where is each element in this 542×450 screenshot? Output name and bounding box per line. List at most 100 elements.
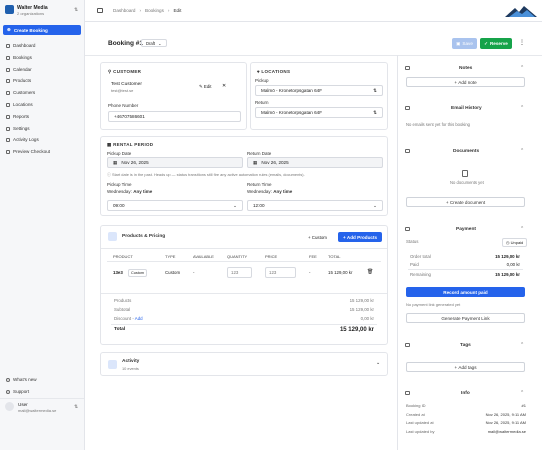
plus: + — [308, 235, 312, 240]
pencil-icon: ✎ — [199, 84, 204, 89]
info-value: Nov 26, 2025, 9:11 AM — [485, 411, 526, 417]
org-switch[interactable]: ⇅ — [74, 7, 79, 13]
sep: - — [132, 316, 134, 321]
price-input[interactable]: 123 — [265, 267, 296, 278]
chevron[interactable]: ⌃ — [520, 65, 525, 71]
nav-item[interactable]: Products — [13, 78, 32, 84]
brand-logo — [505, 6, 537, 17]
side-panel — [397, 55, 542, 450]
info-value: #1 — [521, 403, 526, 408]
return-date-label: Return Date — [247, 151, 272, 156]
payment-status-badge: ◷ Unpaid — [502, 238, 528, 247]
pickup-select[interactable]: Malmö - Kronetorpsgatan 64F ⇅ — [255, 85, 383, 96]
chevron[interactable]: ⌃ — [520, 148, 525, 154]
remaining-label: Remaining — [410, 272, 431, 277]
pickup-time-hint: Wednesday: Any time — [107, 189, 152, 194]
nav-item[interactable]: Locations — [13, 102, 33, 107]
chevron[interactable]: ⌃ — [520, 226, 525, 232]
org-name: Walter Media — [17, 5, 48, 11]
fee-cell: - — [309, 270, 311, 275]
user-menu[interactable]: ⇅ — [74, 404, 79, 410]
more-menu[interactable]: ⋮ — [519, 40, 525, 46]
nav-item[interactable]: Calendar — [13, 66, 32, 72]
nav-item[interactable]: Customers — [13, 90, 36, 96]
create-booking-button[interactable]: ⊕ Create Booking — [3, 25, 81, 35]
section-icon — [405, 343, 410, 347]
nav-item[interactable]: Reports — [13, 113, 30, 119]
note-text: Start date is in the past. Heads up — st… — [111, 172, 305, 177]
breadcrumb-item[interactable]: Dashboard — [113, 8, 136, 13]
record-paid-button[interactable]: Record amount paid — [406, 287, 525, 297]
chevron[interactable]: ⌃ — [520, 342, 525, 348]
label: Discount — [114, 316, 132, 321]
status-badge[interactable]: Draft ⌄ — [141, 39, 167, 47]
nav-item[interactable]: What's new — [13, 377, 37, 382]
nav-item[interactable]: Preview Checkout — [13, 149, 51, 155]
edit-customer[interactable]: ✎ Edit — [199, 84, 211, 90]
activity-card[interactable]: Activity 10 events ⌄ — [100, 352, 388, 376]
quantity-input[interactable]: 123 — [227, 267, 252, 278]
reserve-button[interactable]: ✓ Reserve — [480, 38, 512, 49]
payment-heading: Payment — [456, 227, 476, 232]
user-name: User — [18, 402, 28, 407]
column-header: FEE — [309, 254, 317, 259]
save-button[interactable]: ▣ Save — [452, 38, 477, 49]
add-note-button[interactable]: + Add note — [406, 77, 525, 87]
edit-text: Edit — [203, 84, 212, 89]
select-arrows: ⇅ — [373, 109, 377, 115]
pickup-time-select[interactable]: 09:00 ⌄ — [107, 200, 243, 211]
custom-button[interactable]: + Custom — [308, 235, 327, 240]
nav-item[interactable]: Settings — [13, 125, 30, 131]
section-icon — [405, 391, 410, 395]
nav-icon — [6, 126, 10, 131]
select-arrows: ⇅ — [373, 87, 377, 93]
add-discount[interactable]: Add — [134, 316, 143, 321]
breadcrumb-item[interactable]: Bookings — [145, 8, 164, 13]
return-date-input[interactable]: ▦ Nov 26, 2025 — [247, 157, 383, 168]
create-document-button[interactable]: + Create document — [406, 197, 525, 207]
text: Add tags — [458, 364, 477, 370]
tags-heading: Tags — [460, 343, 471, 348]
nav-icon — [6, 150, 10, 155]
subtotal-label: Subtotal — [114, 307, 131, 312]
return-date: Nov 26, 2025 — [261, 160, 289, 165]
column-header: AVAILABLE — [193, 254, 214, 259]
plus: + — [454, 79, 459, 85]
org-sub: 2 organizations — [17, 11, 45, 16]
heading-text: LOCATIONS — [261, 69, 291, 74]
day: Wednesday: — [107, 189, 132, 194]
order-total-label: Order total — [410, 254, 431, 259]
chevron[interactable]: ⌃ — [520, 105, 525, 111]
delete-button[interactable]: 🗑 — [367, 269, 374, 275]
generate-link-button[interactable]: Generate Payment Link — [406, 313, 525, 323]
pickup-value: Malmö - Kronetorpsgatan 64F — [261, 88, 323, 93]
pickup-label: Pickup — [255, 78, 269, 83]
products-heading: Products & Pricing — [122, 234, 166, 239]
add-tags-button[interactable]: + Add tags — [406, 362, 525, 372]
customer-heading: ⚲ CUSTOMER — [108, 69, 141, 75]
remove-customer[interactable]: ✕ — [222, 83, 227, 89]
notes-heading: Notes — [459, 66, 473, 71]
breadcrumb: Dashboard › Bookings › Edit — [113, 8, 181, 13]
nav-item[interactable]: Dashboard — [13, 43, 36, 48]
section-icon — [405, 66, 410, 70]
pickup-date-label: Pickup Date — [107, 151, 132, 156]
nav-item[interactable]: Support — [13, 389, 30, 394]
past-date-note: ⓘ Start date is in the past. Heads up — … — [107, 172, 305, 178]
sidebar-toggle[interactable] — [97, 8, 103, 13]
info-label: Last updated at — [406, 420, 434, 425]
icon: ⚲ — [108, 69, 114, 74]
nav-icon — [6, 390, 10, 394]
phone-input[interactable]: +46707586601 — [108, 111, 241, 122]
return-value: Malmö - Kronetorpsgatan 64F — [261, 110, 323, 115]
chevron[interactable]: ⌃ — [520, 390, 525, 396]
nav-item[interactable]: Bookings — [13, 54, 32, 60]
return-time-select[interactable]: 12:00 ⌄ — [247, 200, 383, 211]
add-products-button[interactable]: + Add Products — [338, 232, 382, 242]
return-select[interactable]: Malmö - Kronetorpsgatan 64F ⇅ — [255, 107, 383, 118]
subtotal-value: 15 129,00 kr — [349, 307, 374, 312]
nav-item[interactable]: Activity Logs — [13, 137, 39, 143]
products-card: Products & Pricing + Custom + Add Produc… — [100, 225, 388, 345]
pickup-date-input[interactable]: ▦ Nov 26, 2025 — [107, 157, 243, 168]
